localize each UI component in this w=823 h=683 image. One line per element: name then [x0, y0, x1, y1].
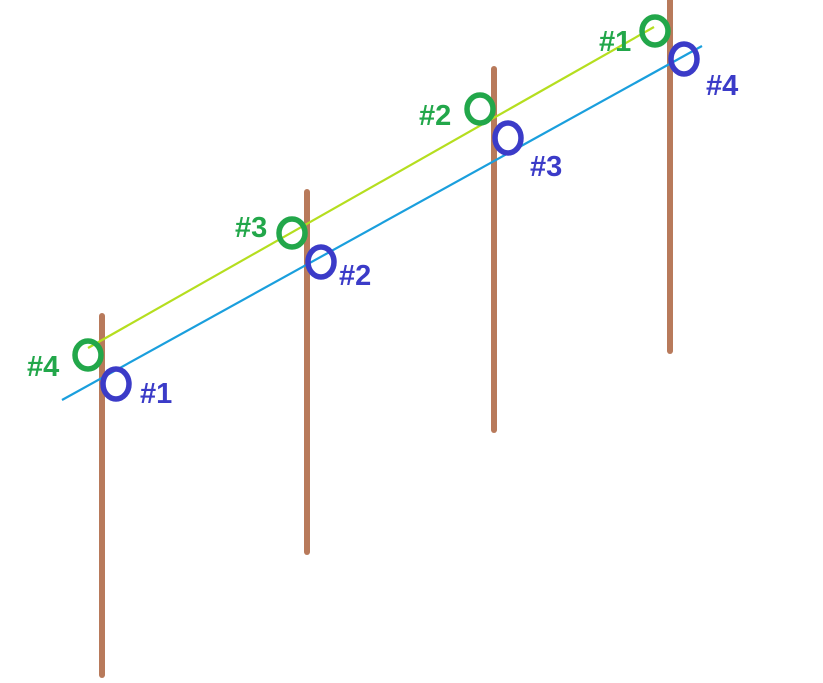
upper-ring-label-4: #1 — [599, 26, 631, 58]
lower-ring-label-4: #4 — [706, 70, 738, 102]
lower-labels-group: #1 #2 #3 #4 — [140, 70, 738, 410]
lower-ring-label-2: #2 — [339, 260, 371, 292]
lower-ring-3 — [492, 120, 524, 156]
upper-ring-2 — [276, 216, 308, 250]
upper-rings-group — [72, 14, 671, 372]
lower-ring-2 — [305, 244, 337, 280]
upper-wire — [87, 26, 655, 349]
lower-ring-1 — [100, 366, 132, 402]
upper-ring-label-3: #2 — [419, 100, 451, 132]
lower-rings-group — [100, 41, 700, 402]
wires-group — [61, 26, 703, 401]
upper-labels-group: #4 #3 #2 #1 — [27, 26, 631, 383]
lower-ring-label-1: #1 — [140, 378, 172, 410]
upper-ring-4 — [639, 14, 671, 48]
upper-ring-3 — [464, 92, 496, 126]
upper-ring-1 — [72, 338, 104, 372]
upper-ring-label-1: #4 — [27, 351, 59, 383]
lower-ring-4 — [668, 41, 700, 77]
lower-ring-label-3: #3 — [530, 151, 562, 183]
upper-ring-label-2: #3 — [235, 212, 267, 244]
lower-wire — [61, 45, 703, 401]
